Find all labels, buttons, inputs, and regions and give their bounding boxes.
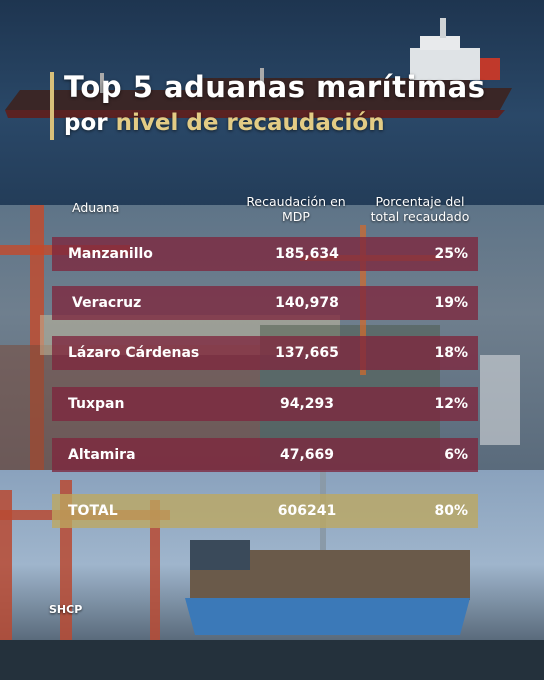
table-row-lazaro-cardenas: Lázaro Cárdenas 137,665 18%: [52, 336, 478, 370]
title-accent-bar: [50, 72, 54, 140]
cell-porcentaje: 12%: [434, 396, 468, 412]
cell-total-porcentaje: 80%: [434, 503, 468, 519]
cell-aduana: Altamira: [68, 447, 136, 463]
cell-porcentaje: 19%: [434, 295, 468, 311]
table-row-veracruz: Veracruz 140,978 19%: [52, 286, 478, 320]
cell-aduana: Manzanillo: [68, 246, 153, 262]
source-label: SHCP: [49, 603, 83, 616]
cell-aduana: Lázaro Cárdenas: [68, 345, 200, 361]
cell-recaudacion: 185,634: [275, 246, 339, 262]
header-aduana: Aduana: [72, 200, 120, 215]
chart-subtitle: por nivel de recaudación: [64, 110, 385, 136]
cell-recaudacion: 140,978: [275, 295, 339, 311]
cargo-ship-illustration: [5, 18, 512, 118]
cell-recaudacion: 94,293: [279, 396, 335, 412]
chart-title: Top 5 aduanas marítimas: [64, 70, 486, 104]
subtitle-white-text: por: [64, 110, 116, 136]
cell-total-recaudacion: 606241: [277, 503, 337, 519]
cell-aduana: Tuxpan: [68, 396, 125, 412]
table-row-total: TOTAL 606241 80%: [52, 494, 478, 528]
table-row-altamira: Altamira 47,669 6%: [52, 438, 478, 472]
header-porcentaje: Porcentaje del total recaudado: [370, 194, 470, 224]
table-row-tuxpan: Tuxpan 94,293 12%: [52, 387, 478, 421]
cell-recaudacion: 47,669: [279, 447, 335, 463]
cell-porcentaje: 6%: [444, 447, 468, 463]
cell-porcentaje: 18%: [434, 345, 468, 361]
container-ship-illustration: [0, 470, 544, 680]
cell-aduana: Veracruz: [72, 295, 142, 311]
header-recaudacion: Recaudación en MDP: [246, 194, 346, 224]
table-row-manzanillo: Manzanillo 185,634 25%: [52, 237, 478, 271]
cell-recaudacion: 137,665: [275, 345, 339, 361]
subtitle-gold-text: nivel de recaudación: [115, 110, 385, 136]
cell-total-label: TOTAL: [68, 503, 118, 519]
cell-porcentaje: 25%: [434, 246, 468, 262]
